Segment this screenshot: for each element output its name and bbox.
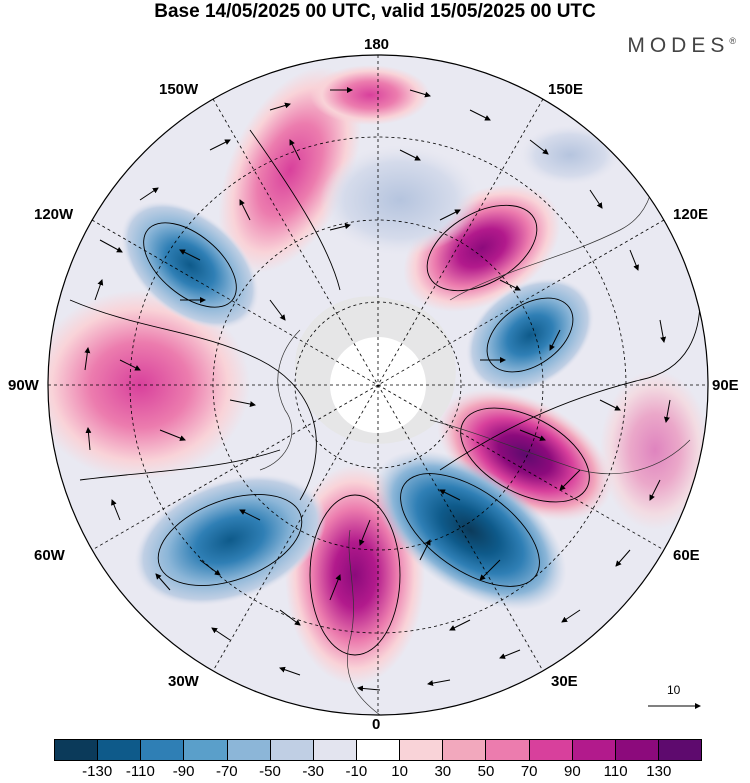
anomaly-negative-southwest	[133, 474, 327, 606]
colorbar-tick-label: -90	[172, 763, 195, 780]
graticule	[48, 55, 708, 715]
colorbar-swatch	[486, 740, 530, 760]
anomaly-positive-north	[218, 67, 362, 273]
colorbar-swatch	[572, 740, 616, 760]
colorbar-swatch	[270, 740, 314, 760]
colorbar-tick-label: 110	[603, 763, 628, 780]
map-border	[47, 54, 709, 716]
registered-mark: ®	[729, 36, 736, 46]
lon-label-120e: 120E	[673, 206, 709, 223]
colorbar-swatch	[227, 740, 271, 760]
anomaly-negative-north	[320, 145, 480, 255]
colorbar-swatch	[529, 740, 573, 760]
colorbar-swatch	[141, 740, 185, 760]
lon-label-0: 0	[372, 716, 381, 733]
colorbar-tick-label: 90	[564, 763, 581, 780]
colorbar-swatch	[98, 740, 142, 760]
colorbar-swatch	[443, 740, 487, 760]
colorbar-tick-label: 10	[391, 763, 408, 780]
colorbar-tick-label: 70	[520, 763, 538, 780]
lon-label-30e: 30E	[551, 673, 578, 690]
colorbar-swatch	[313, 740, 357, 760]
height-contours	[69, 129, 701, 656]
lon-label-90e: 90E	[712, 377, 739, 394]
colorbar-tick-label: -10	[345, 763, 368, 780]
colorbar-swatch	[658, 740, 702, 760]
lon-label-120w: 120W	[34, 206, 74, 223]
lon-label-60e: 60E	[673, 547, 700, 564]
brand-name: MODES	[627, 34, 730, 57]
lon-label-30w: 30W	[168, 673, 199, 690]
lon-label-150e: 150E	[548, 81, 584, 98]
colorbar-tick-label: -110	[125, 763, 155, 780]
colorbar-swatch	[615, 740, 659, 760]
colorbar-tick-label: 30	[434, 763, 452, 780]
anomaly-negative-far-northeast	[520, 125, 620, 185]
colorbar-swatch	[184, 740, 228, 760]
lon-label-180: 180	[364, 36, 390, 53]
lon-label-60w: 60W	[34, 547, 65, 564]
anomaly-negative-east	[465, 277, 595, 393]
colorbar-tick-label: -70	[215, 763, 238, 780]
map-title: Base 14/05/2025 00 UTC, valid 15/05/2025…	[154, 1, 596, 22]
colorbar-swatch	[55, 740, 99, 760]
colorbar-tick-label: -50	[259, 763, 281, 780]
anomaly-negative-northwest	[120, 200, 260, 330]
colorbar-ticks: -130 -110 -90 -70 -50 -30 -10 10 30 50 70 90 110 130	[54, 763, 702, 781]
colorbar-tick-label: 50	[477, 763, 495, 780]
brand-logo: MODES®	[627, 34, 736, 58]
colorbar-swatch	[356, 740, 401, 760]
colorbar-swatch	[400, 740, 444, 760]
lon-label-150w: 150W	[159, 81, 199, 98]
colorbar-tick-label: 130	[646, 763, 672, 780]
lon-label-90w: 90W	[8, 377, 39, 394]
wind-vectors	[84, 87, 671, 692]
anomaly-positive-far-east	[600, 370, 708, 530]
reference-vector-label: 10	[667, 683, 681, 697]
colorbar-tick-label: -30	[302, 763, 325, 780]
anomaly-positive-far-north	[310, 65, 430, 125]
anomaly-negative-southeast	[373, 450, 567, 610]
colorbar	[54, 739, 702, 761]
colorbar-tick-label: -130	[82, 763, 113, 780]
